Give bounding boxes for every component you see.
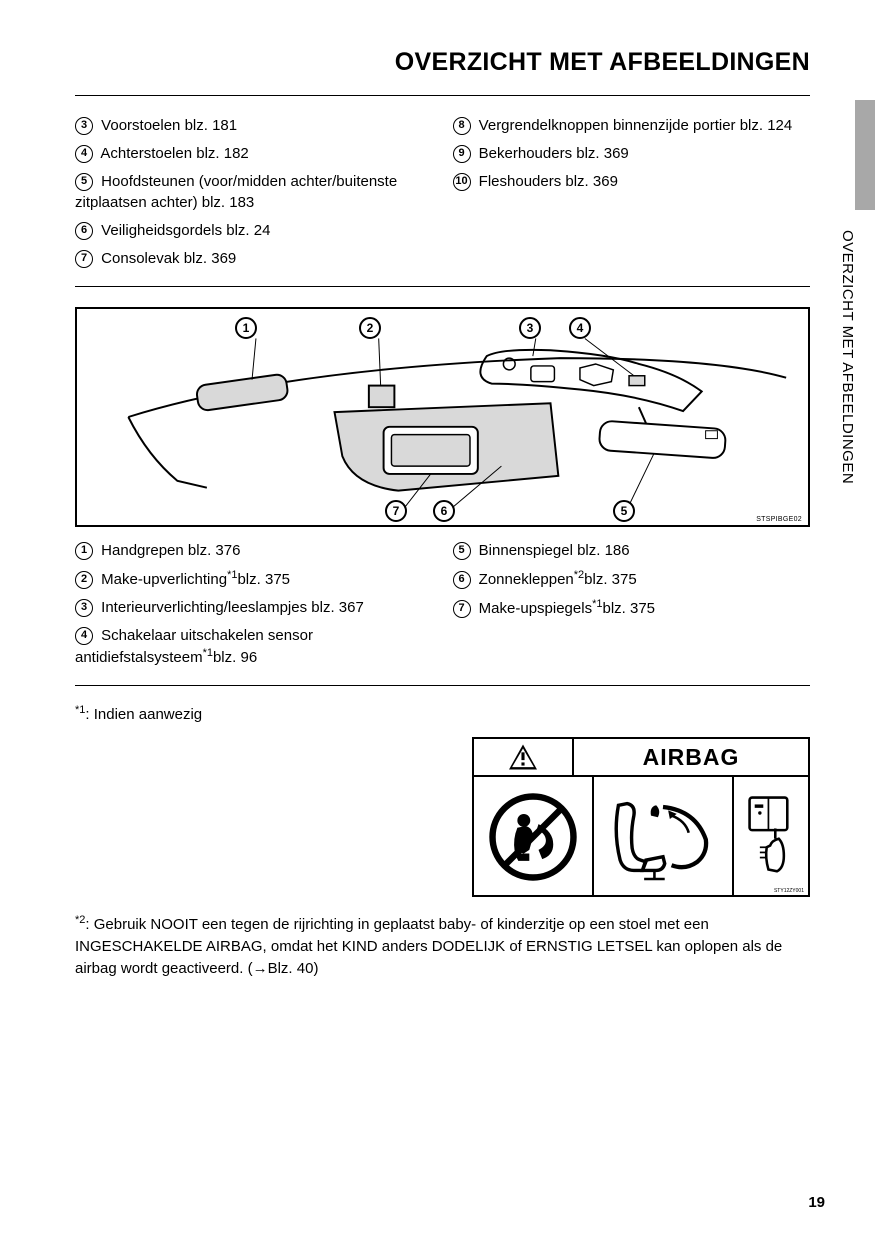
item-text: Fleshouders blz. 369 bbox=[479, 173, 618, 190]
airbag-code: STY12ZY001 bbox=[774, 888, 804, 894]
list-item: 5 Binnenspiegel blz. 186 bbox=[453, 540, 811, 561]
footnote-text: : Gebruik NOOIT een tegen de rijrichting… bbox=[75, 916, 782, 977]
seat-airbag-icon bbox=[603, 787, 723, 887]
warning-triangle-icon bbox=[507, 743, 539, 771]
item-text: Consolevak blz. 369 bbox=[101, 250, 236, 267]
item-text-post: blz. 375 bbox=[584, 571, 637, 588]
superscript: *1 bbox=[227, 569, 237, 581]
callout-number: 3 bbox=[519, 317, 541, 339]
list-item: 6 Veiligheidsgordels blz. 24 bbox=[75, 220, 433, 241]
superscript: *2 bbox=[75, 914, 85, 926]
item-text: Vergrendelknoppen binnenzijde portier bl… bbox=[479, 117, 793, 134]
list-item: 7 Make-upspiegels*1blz. 375 bbox=[453, 597, 811, 619]
airbag-label: AIRBAG bbox=[574, 739, 808, 775]
page-number: 19 bbox=[808, 1194, 825, 1211]
list-item: 3 Voorstoelen blz. 181 bbox=[75, 115, 433, 136]
footnote-1: *1: Indien aanwezig bbox=[75, 704, 810, 723]
item-text-post: blz. 96 bbox=[213, 649, 257, 666]
item-text: Achterstoelen blz. 182 bbox=[100, 145, 248, 162]
footnote-2: *2: Gebruik NOOIT een tegen de rijrichti… bbox=[75, 913, 810, 979]
number-badge: 6 bbox=[453, 571, 471, 589]
list-item: 8 Vergrendelknoppen binnenzijde portier … bbox=[453, 115, 811, 136]
superscript: *1 bbox=[592, 598, 602, 610]
prohibit-icon bbox=[487, 791, 579, 883]
list-item: 6 Zonnekleppen*2blz. 375 bbox=[453, 568, 811, 590]
item-text: Interieurverlichting/leeslampjes blz. 36… bbox=[101, 599, 364, 616]
airbag-cell-prohibit bbox=[474, 777, 594, 897]
airbag-cell-manual bbox=[734, 777, 808, 897]
top-list-left: 3 Voorstoelen blz. 181 4 Achterstoelen b… bbox=[75, 108, 433, 276]
item-text-post: blz. 375 bbox=[602, 600, 655, 617]
interior-diagram: 1 2 3 4 5 6 7 STSPIBGE02 bbox=[75, 307, 810, 527]
list-item: 4 Achterstoelen blz. 182 bbox=[75, 143, 433, 164]
number-badge: 3 bbox=[75, 599, 93, 617]
item-text: Handgrepen blz. 376 bbox=[101, 542, 240, 559]
list-item: 2 Make-upverlichting*1blz. 375 bbox=[75, 568, 433, 590]
number-badge: 5 bbox=[75, 173, 93, 191]
item-text-post: blz. 375 bbox=[237, 571, 290, 588]
airbag-header: AIRBAG bbox=[474, 739, 808, 777]
number-badge: 10 bbox=[453, 173, 471, 191]
mid-list-left: 1 Handgrepen blz. 376 2 Make-upverlichti… bbox=[75, 533, 433, 675]
item-text: Binnenspiegel blz. 186 bbox=[479, 542, 630, 559]
manual-icon bbox=[741, 792, 801, 882]
list-item: 5 Hoofdsteunen (voor/midden achter/buite… bbox=[75, 171, 433, 213]
number-badge: 5 bbox=[453, 542, 471, 560]
number-badge: 2 bbox=[75, 571, 93, 589]
divider bbox=[75, 95, 810, 96]
item-text-pre: Zonnekleppen bbox=[479, 571, 574, 588]
item-text-pre: Schakelaar uitschakelen sensor antidiefs… bbox=[75, 627, 313, 666]
superscript: *2 bbox=[574, 569, 584, 581]
item-text-pre: Make-upspiegels bbox=[479, 600, 592, 617]
airbag-cell-seat bbox=[594, 777, 734, 897]
top-list: 3 Voorstoelen blz. 181 4 Achterstoelen b… bbox=[75, 108, 810, 276]
page-title: OVERZICHT MET AFBEELDINGEN bbox=[75, 48, 810, 77]
number-badge: 4 bbox=[75, 145, 93, 163]
mid-list-right: 5 Binnenspiegel blz. 186 6 Zonnekleppen*… bbox=[453, 533, 811, 675]
thumb-tab bbox=[855, 100, 875, 210]
list-item: 4 Schakelaar uitschakelen sensor antidie… bbox=[75, 625, 433, 668]
callout-number: 5 bbox=[613, 500, 635, 522]
item-text: Hoofdsteunen (voor/midden achter/buitens… bbox=[75, 173, 397, 211]
list-item: 9 Bekerhouders blz. 369 bbox=[453, 143, 811, 164]
airbag-warning-box: AIRBAG bbox=[472, 737, 810, 897]
superscript: *1 bbox=[203, 647, 213, 659]
number-badge: 1 bbox=[75, 542, 93, 560]
vertical-section-label: OVERZICHT MET AFBEELDINGEN bbox=[839, 230, 856, 484]
divider bbox=[75, 685, 810, 686]
superscript: *1 bbox=[75, 704, 85, 716]
list-item: 1 Handgrepen blz. 376 bbox=[75, 540, 433, 561]
mid-list: 1 Handgrepen blz. 376 2 Make-upverlichti… bbox=[75, 533, 810, 675]
list-item: 7 Consolevak blz. 369 bbox=[75, 248, 433, 269]
diagram-code: STSPIBGE02 bbox=[756, 516, 802, 523]
callout-number: 2 bbox=[359, 317, 381, 339]
callout-number: 1 bbox=[235, 317, 257, 339]
list-item: 10 Fleshouders blz. 369 bbox=[453, 171, 811, 192]
number-badge: 4 bbox=[75, 627, 93, 645]
number-badge: 7 bbox=[453, 600, 471, 618]
airbag-body bbox=[474, 777, 808, 897]
list-item: 3 Interieurverlichting/leeslampjes blz. … bbox=[75, 597, 433, 618]
number-badge: 6 bbox=[75, 222, 93, 240]
item-text: Bekerhouders blz. 369 bbox=[479, 145, 629, 162]
item-text: Voorstoelen blz. 181 bbox=[101, 117, 237, 134]
diagram-svg bbox=[77, 309, 808, 525]
footnote-text: : Indien aanwezig bbox=[85, 706, 202, 723]
callout-number: 4 bbox=[569, 317, 591, 339]
number-badge: 9 bbox=[453, 145, 471, 163]
item-text: Veiligheidsgordels blz. 24 bbox=[101, 222, 270, 239]
top-list-right: 8 Vergrendelknoppen binnenzijde portier … bbox=[453, 108, 811, 276]
callout-number: 6 bbox=[433, 500, 455, 522]
divider bbox=[75, 286, 810, 287]
callout-number: 7 bbox=[385, 500, 407, 522]
number-badge: 8 bbox=[453, 117, 471, 135]
item-text-pre: Make-upverlichting bbox=[101, 571, 227, 588]
number-badge: 3 bbox=[75, 117, 93, 135]
warning-triangle-cell bbox=[474, 739, 574, 775]
number-badge: 7 bbox=[75, 250, 93, 268]
